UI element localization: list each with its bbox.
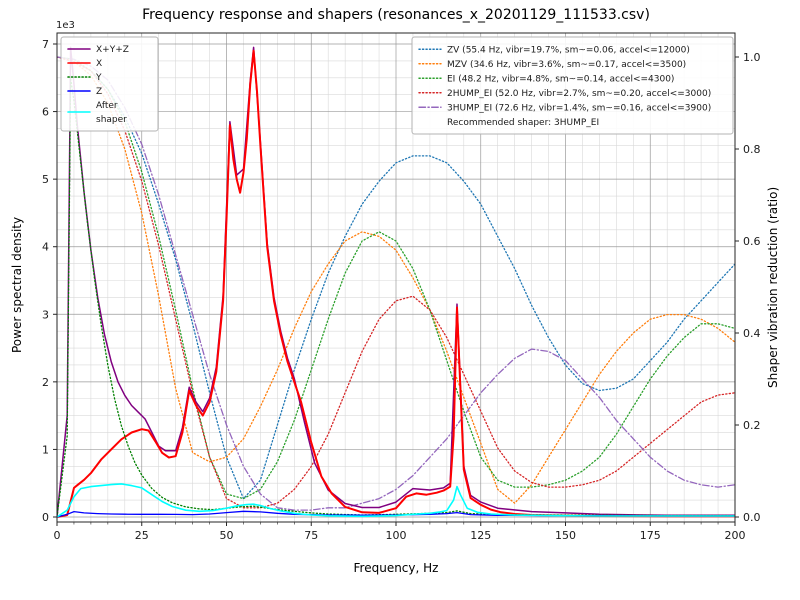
svg-text:175: 175 <box>640 529 661 542</box>
svg-text:150: 150 <box>555 529 576 542</box>
svg-text:0.6: 0.6 <box>743 235 761 248</box>
svg-text:200: 200 <box>725 529 746 542</box>
svg-text:25: 25 <box>135 529 149 542</box>
svg-text:1.0: 1.0 <box>743 51 761 64</box>
svg-text:1e3: 1e3 <box>56 20 75 31</box>
svg-text:MZV (34.6 Hz, vibr=3.6%, sm~=0: MZV (34.6 Hz, vibr=3.6%, sm~=0.17, accel… <box>447 60 686 70</box>
svg-text:1: 1 <box>42 443 49 456</box>
svg-text:3: 3 <box>42 308 49 321</box>
svg-text:X+Y+Z: X+Y+Z <box>96 45 129 55</box>
svg-text:7: 7 <box>42 38 49 51</box>
svg-text:125: 125 <box>470 529 491 542</box>
svg-text:5: 5 <box>42 173 49 186</box>
svg-text:0.4: 0.4 <box>743 327 761 340</box>
svg-text:0.2: 0.2 <box>743 419 761 432</box>
svg-text:Y: Y <box>95 73 102 83</box>
svg-text:EI (48.2 Hz, vibr=4.8%, sm~=0.: EI (48.2 Hz, vibr=4.8%, sm~=0.14, accel<… <box>447 74 674 84</box>
svg-text:2: 2 <box>42 376 49 389</box>
svg-text:0: 0 <box>54 529 61 542</box>
svg-text:75: 75 <box>304 529 318 542</box>
svg-text:3HUMP_EI (72.6 Hz, vibr=1.4%,: 3HUMP_EI (72.6 Hz, vibr=1.4%, sm~=0.16, … <box>447 103 711 113</box>
svg-text:50: 50 <box>220 529 234 542</box>
svg-text:6: 6 <box>42 106 49 119</box>
legend: ZV (55.4 Hz, vibr=19.7%, sm~=0.06, accel… <box>411 36 734 135</box>
svg-text:0.0: 0.0 <box>743 511 761 524</box>
chart-title: Frequency response and shapers (resonanc… <box>142 7 650 23</box>
svg-text:100: 100 <box>386 529 407 542</box>
svg-text:After: After <box>96 101 118 111</box>
svg-text:0.8: 0.8 <box>743 143 761 156</box>
svg-text:ZV (55.4 Hz, vibr=19.7%, sm~=0: ZV (55.4 Hz, vibr=19.7%, sm~=0.06, accel… <box>447 45 690 55</box>
svg-text:4: 4 <box>42 241 49 254</box>
x-axis-label: Frequency, Hz <box>353 561 439 575</box>
svg-text:X: X <box>96 59 102 69</box>
svg-text:Z: Z <box>96 87 102 97</box>
legend: X+Y+Z XYZ After shaper <box>60 36 159 132</box>
svg-text:2HUMP_EI (52.0 Hz, vibr=2.7%,: 2HUMP_EI (52.0 Hz, vibr=2.7%, sm~=0.20, … <box>447 89 711 99</box>
svg-text:Recommended shaper: 3HUMP_EI: Recommended shaper: 3HUMP_EI <box>447 118 599 128</box>
svg-text:shaper: shaper <box>96 115 127 125</box>
svg-text:0: 0 <box>42 511 49 524</box>
